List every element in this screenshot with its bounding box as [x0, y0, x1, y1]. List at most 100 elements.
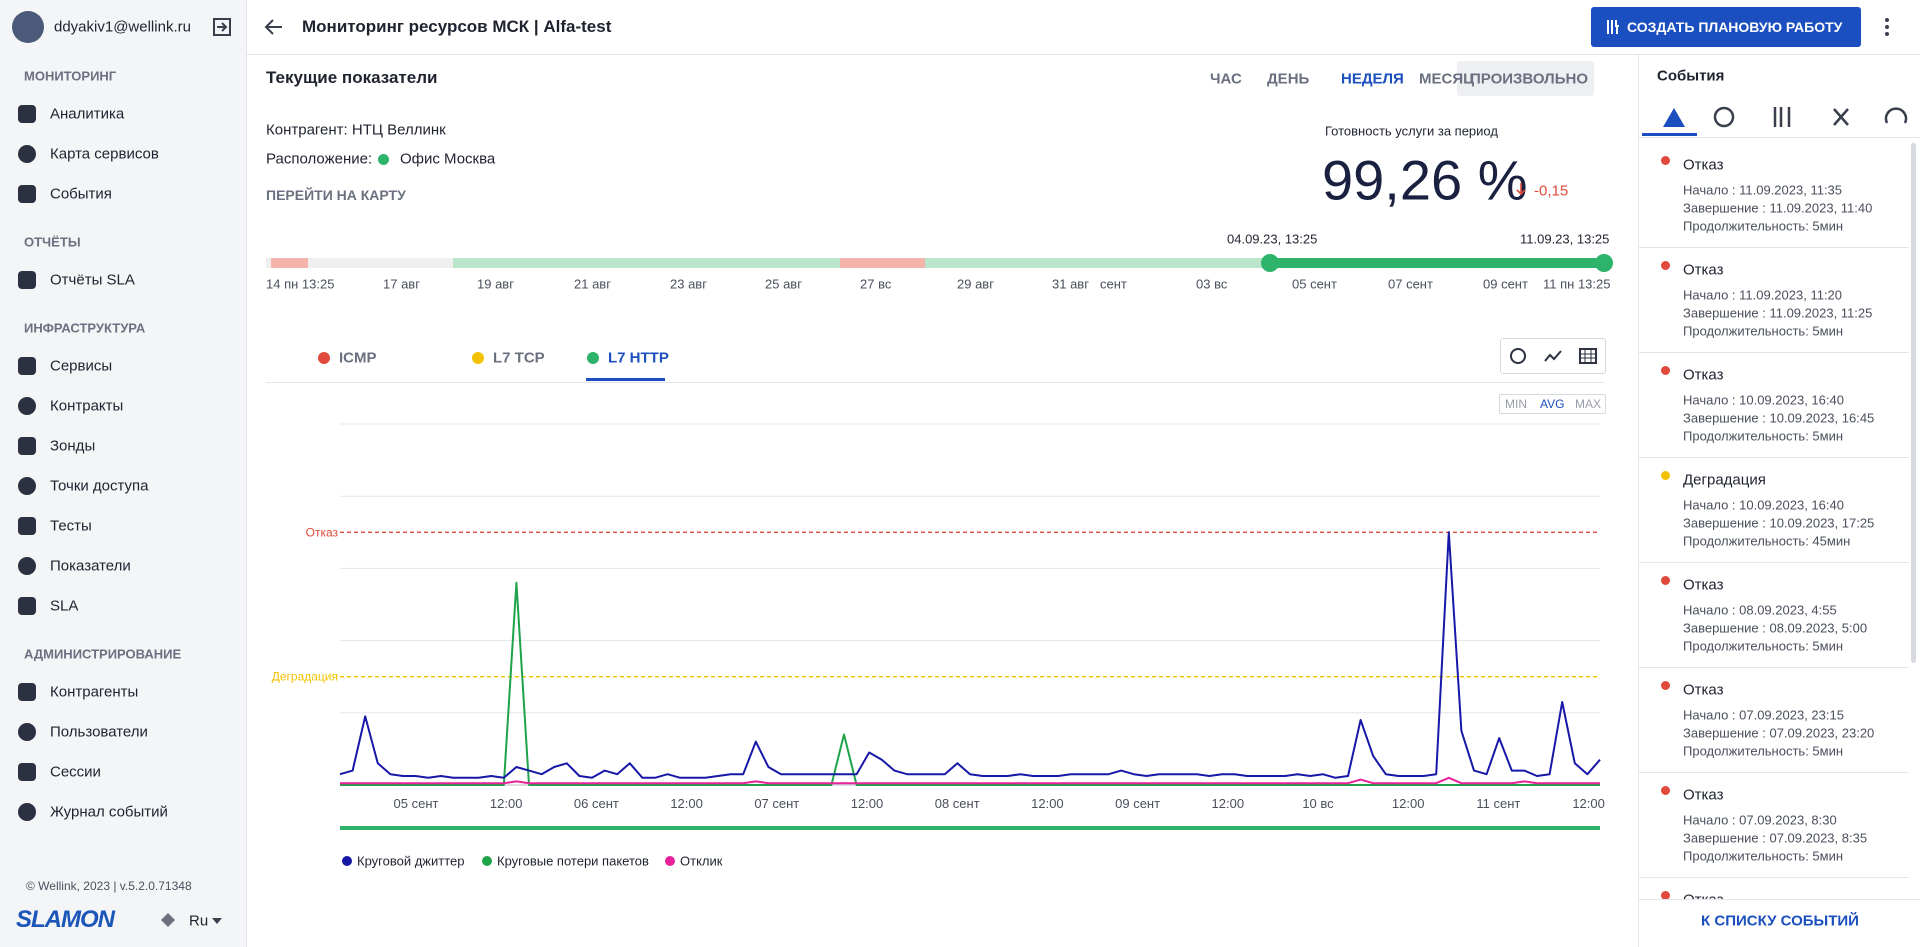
- nav-item[interactable]: События: [50, 185, 112, 203]
- nav-item[interactable]: SLA: [50, 597, 79, 615]
- timeline-segment: [453, 258, 840, 268]
- event-filters[interactable]: [1639, 97, 1920, 137]
- nav-icon: [18, 763, 36, 781]
- custom-period-bg: [1457, 61, 1594, 96]
- nav-item[interactable]: Журнал событий: [50, 803, 168, 821]
- x-tick-label: 12:00: [1031, 796, 1064, 811]
- create-button[interactable]: СОЗДАТЬ ПЛАНОВУЮ РАБОТУ: [1591, 7, 1861, 47]
- event-title[interactable]: Отказ: [1683, 786, 1724, 804]
- legend-label[interactable]: Круговой джиттер: [357, 853, 465, 869]
- avatar: [12, 11, 44, 43]
- nav-item[interactable]: Сессии: [50, 763, 101, 781]
- events-panel: События Отказ Начало : 11.09.2023, 11:35 З…: [1638, 55, 1920, 947]
- event-dot: [1661, 261, 1670, 270]
- event-title[interactable]: Отказ: [1683, 366, 1724, 384]
- button-icon: [1607, 20, 1619, 34]
- user-email[interactable]: ddyakiv1@wellink.ru: [54, 18, 191, 36]
- timeline-segment: [840, 258, 925, 268]
- divider: [1639, 137, 1920, 138]
- nav-icon: [18, 557, 36, 575]
- refresh-icon[interactable]: [1508, 346, 1528, 366]
- timeline-end: 11.09.23, 13:25: [1520, 231, 1610, 247]
- tab[interactable]: ICMP: [339, 349, 377, 367]
- event-separator: [1639, 772, 1909, 773]
- legend-label[interactable]: Отклик: [680, 853, 723, 869]
- nav-icon: [18, 357, 36, 375]
- nav-item[interactable]: Контракты: [50, 397, 124, 415]
- nav-item[interactable]: Тесты: [50, 517, 92, 535]
- aggregate[interactable]: MAX: [1575, 397, 1602, 411]
- nav-icon: [18, 803, 36, 821]
- period-tab[interactable]: МЕСЯЦ: [1419, 70, 1475, 88]
- nav-icon: [18, 517, 36, 535]
- down-arrow: [1516, 183, 1526, 196]
- tab[interactable]: L7 HTTP: [608, 349, 669, 367]
- tab-dot: [472, 352, 484, 364]
- event-duration: Продолжительность: 5мин: [1683, 848, 1844, 864]
- x-tick-label: 06 сент: [574, 796, 619, 811]
- language[interactable]: Ru: [189, 912, 209, 930]
- table-icon[interactable]: [1578, 346, 1598, 366]
- nav-item[interactable]: Аналитика: [50, 105, 125, 123]
- timeline-handle[interactable]: [1595, 254, 1613, 272]
- event-title[interactable]: Отказ: [1683, 681, 1724, 699]
- status-strip: [340, 826, 1600, 830]
- x-tick-label: 12:00: [490, 796, 523, 811]
- tab-underline: [586, 378, 665, 381]
- period-tab[interactable]: ЧАС: [1210, 70, 1242, 88]
- nav-item[interactable]: Зонды: [50, 437, 96, 455]
- x-tick-label: 12:00: [1212, 796, 1245, 811]
- tab[interactable]: L7 TCP: [493, 349, 545, 367]
- event-separator: [1639, 877, 1909, 878]
- x-tick-label: 12:00: [670, 796, 703, 811]
- event-title[interactable]: Отказ: [1683, 576, 1724, 594]
- timeline-label: 25 авг: [765, 276, 802, 292]
- nav-item[interactable]: Показатели: [50, 557, 131, 575]
- event-end: Завершение : 10.09.2023, 17:25: [1683, 515, 1875, 531]
- logo[interactable]: SLAMON: [16, 906, 115, 933]
- event-dot: [1661, 891, 1670, 900]
- map-link[interactable]: ПЕРЕЙТИ НА КАРТУ: [266, 187, 406, 203]
- nav-icon: [18, 477, 36, 495]
- view-switch[interactable]: [1500, 338, 1606, 374]
- period-tab[interactable]: ПРОИЗВОЛЬНО: [1470, 70, 1588, 88]
- event-end: Завершение : 10.09.2023, 16:45: [1683, 410, 1875, 426]
- event-duration: Продолжительность: 45мин: [1683, 533, 1851, 549]
- event-start: Начало : 10.09.2023, 16:40: [1683, 497, 1844, 513]
- event-dot: [1661, 576, 1670, 585]
- event-title[interactable]: Отказ: [1683, 156, 1724, 174]
- nav-item[interactable]: Сервисы: [50, 357, 113, 375]
- timeline-handle[interactable]: [1261, 254, 1279, 272]
- event-end: Завершение : 08.09.2023, 5:00: [1683, 620, 1868, 636]
- events-link[interactable]: К СПИСКУ СОБЫТИЙ: [1701, 912, 1859, 930]
- language-caret: [212, 918, 222, 924]
- x-tick-label: 12:00: [851, 796, 884, 811]
- nav-item[interactable]: Пользователи: [50, 723, 148, 741]
- nav-item[interactable]: Точки доступа: [50, 477, 149, 495]
- timeline-label: 11 пн 13:25: [1543, 276, 1611, 292]
- line-icon[interactable]: [1543, 346, 1563, 366]
- timeline-label: 09 сент: [1483, 276, 1528, 292]
- aggregate[interactable]: MIN: [1505, 397, 1527, 411]
- timeline-label: 03 вс: [1196, 276, 1228, 292]
- aggregate[interactable]: AVG: [1540, 397, 1565, 411]
- legend-label[interactable]: Круговые потери пакетов: [497, 853, 649, 869]
- logout-icon[interactable]: [212, 17, 232, 37]
- back-icon[interactable]: [264, 17, 284, 37]
- nav-icon: [18, 723, 36, 741]
- series-line: [340, 776, 1600, 785]
- aggregates-box: [1499, 394, 1606, 414]
- period-tab[interactable]: ДЕНЬ: [1267, 70, 1310, 88]
- nav-item[interactable]: Контрагенты: [50, 683, 139, 701]
- more-icon[interactable]: [1882, 17, 1892, 37]
- nav-section: АДМИНИСТРИРОВАНИЕ: [24, 646, 182, 662]
- event-start: Начало : 07.09.2023, 23:15: [1683, 707, 1844, 723]
- nav-item[interactable]: Отчёты SLA: [50, 271, 135, 289]
- nav-item[interactable]: Карта сервисов: [50, 145, 159, 163]
- event-title[interactable]: Деградация: [1683, 471, 1766, 489]
- event-end: Завершение : 07.09.2023, 23:20: [1683, 725, 1875, 741]
- event-title[interactable]: Отказ: [1683, 261, 1724, 279]
- legend-dot: [665, 856, 675, 866]
- theme-icon[interactable]: [158, 910, 178, 930]
- period-tab[interactable]: НЕДЕЛЯ: [1341, 70, 1404, 88]
